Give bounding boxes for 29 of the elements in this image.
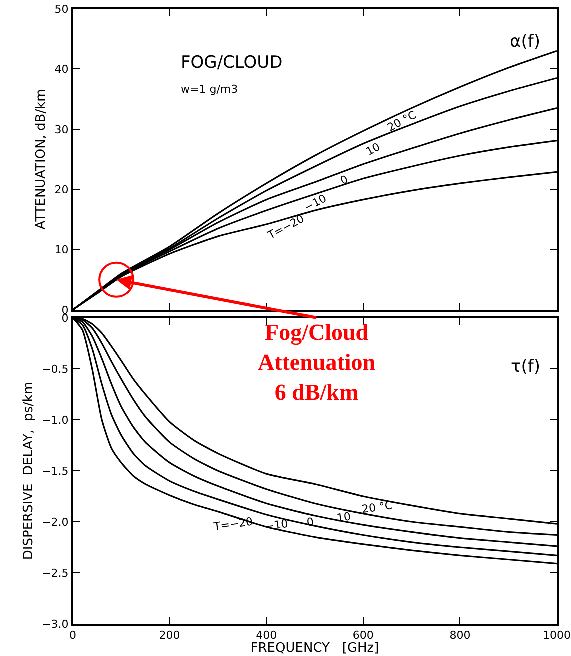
y-tick-label: −0.5 bbox=[42, 362, 69, 376]
y-tick-label: 10 bbox=[54, 244, 69, 257]
y-tick-label: 20 bbox=[54, 183, 69, 196]
y-axis-title: ATTENUATION, dB/km bbox=[34, 89, 50, 230]
y-tick-label: −1.0 bbox=[42, 414, 69, 427]
y-tick-label: 50 bbox=[54, 2, 69, 16]
text: 10 bbox=[364, 140, 382, 159]
annotation: α(f) bbox=[510, 32, 540, 52]
x-axis-title: FREQUENCY [GHz] bbox=[250, 641, 380, 656]
text: −10 bbox=[302, 192, 329, 214]
annotation: τ(f) bbox=[511, 357, 540, 377]
y-tick-label: −3.0 bbox=[42, 618, 69, 631]
text: −10 bbox=[264, 517, 290, 534]
annotation: FOG/CLOUD bbox=[181, 53, 283, 73]
x-tick-label: 600 bbox=[352, 629, 374, 642]
y-tick-label: −1.5 bbox=[42, 464, 69, 478]
x-tick-label: 200 bbox=[159, 629, 180, 642]
annotation: Fog/Cloud Attenuation 6 dB/km bbox=[258, 320, 376, 405]
annotation: w=1 g/m3 bbox=[181, 83, 238, 96]
x-tick-label: 400 bbox=[256, 629, 278, 642]
y-axis-title: DISPERSIVE DELAY, ps/km bbox=[22, 382, 37, 560]
text: 0 bbox=[338, 172, 351, 188]
y-tick-label: −2.0 bbox=[42, 516, 69, 529]
y-tick-label: 30 bbox=[54, 123, 69, 136]
text: 20 °C bbox=[386, 108, 419, 134]
y-tick-label: 40 bbox=[54, 63, 69, 76]
x-tick-label: 800 bbox=[450, 629, 471, 642]
y-tick-label: −2.5 bbox=[42, 566, 69, 580]
x-tick-label: 1000 bbox=[543, 629, 571, 642]
